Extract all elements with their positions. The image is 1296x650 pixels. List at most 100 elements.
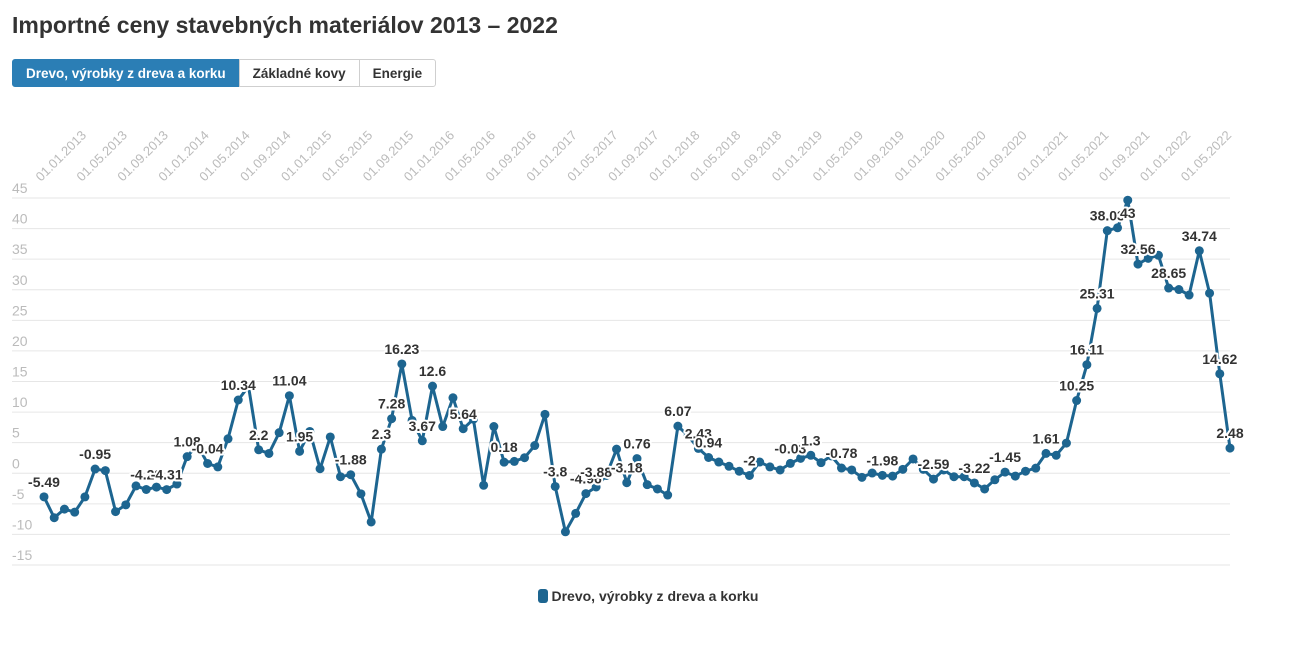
data-point[interactable] <box>274 428 284 438</box>
data-point[interactable] <box>755 457 765 467</box>
data-point[interactable] <box>121 500 131 510</box>
data-point[interactable] <box>213 462 223 472</box>
tab-drevo[interactable]: Drevo, výrobky z dreva a korku <box>12 59 240 87</box>
data-point[interactable] <box>1194 246 1204 256</box>
data-point[interactable] <box>877 470 887 480</box>
data-point[interactable] <box>243 381 253 391</box>
data-point[interactable] <box>70 507 80 517</box>
data-point[interactable] <box>939 465 949 475</box>
data-point[interactable] <box>479 480 489 490</box>
data-point[interactable] <box>816 458 826 468</box>
data-point[interactable] <box>203 458 213 468</box>
data-point[interactable] <box>1143 253 1153 263</box>
data-point[interactable] <box>888 471 898 481</box>
data-point[interactable] <box>346 470 356 480</box>
data-point[interactable] <box>387 414 397 424</box>
data-point[interactable] <box>918 464 928 474</box>
data-point[interactable] <box>765 462 775 472</box>
data-point[interactable] <box>1000 467 1010 477</box>
data-point[interactable] <box>509 456 519 466</box>
data-point[interactable] <box>744 470 754 480</box>
data-point[interactable] <box>264 448 274 458</box>
data-point[interactable] <box>1153 250 1163 260</box>
data-point[interactable] <box>192 440 202 450</box>
data-point[interactable] <box>438 422 448 432</box>
data-point[interactable] <box>39 492 49 502</box>
data-point[interactable] <box>356 489 366 499</box>
data-point[interactable] <box>693 443 703 453</box>
data-point[interactable] <box>642 480 652 490</box>
data-point[interactable] <box>233 395 243 405</box>
data-point[interactable] <box>591 482 601 492</box>
data-point[interactable] <box>172 479 182 489</box>
data-point[interactable] <box>949 472 959 482</box>
data-point[interactable] <box>980 484 990 494</box>
data-point[interactable] <box>325 432 335 442</box>
data-point[interactable] <box>80 492 90 502</box>
data-point[interactable] <box>1082 360 1092 370</box>
data-point[interactable] <box>724 461 734 471</box>
data-point[interactable] <box>1010 471 1020 481</box>
data-point[interactable] <box>959 472 969 482</box>
data-point[interactable] <box>990 475 1000 485</box>
data-point[interactable] <box>182 452 192 462</box>
data-point[interactable] <box>1072 396 1082 406</box>
data-point[interactable] <box>714 457 724 467</box>
data-point[interactable] <box>254 445 264 455</box>
data-point[interactable] <box>458 424 468 434</box>
data-point[interactable] <box>1113 223 1123 233</box>
data-point[interactable] <box>499 457 509 467</box>
data-point[interactable] <box>376 444 386 454</box>
data-point[interactable] <box>1123 195 1133 205</box>
data-point[interactable] <box>417 436 427 446</box>
data-point[interactable] <box>847 465 857 475</box>
data-point[interactable] <box>111 507 121 517</box>
data-point[interactable] <box>1051 450 1061 460</box>
data-point[interactable] <box>407 415 417 425</box>
data-point[interactable] <box>1174 285 1184 295</box>
data-point[interactable] <box>1205 288 1215 298</box>
data-point[interactable] <box>785 458 795 468</box>
data-point[interactable] <box>836 463 846 473</box>
data-point[interactable] <box>131 481 141 491</box>
data-point[interactable] <box>366 517 376 527</box>
data-point[interactable] <box>1164 283 1174 293</box>
data-point[interactable] <box>162 485 172 495</box>
data-point[interactable] <box>151 482 161 492</box>
data-point[interactable] <box>530 441 540 451</box>
data-point[interactable] <box>1041 448 1051 458</box>
data-point[interactable] <box>397 359 407 369</box>
data-point[interactable] <box>468 414 478 424</box>
data-point[interactable] <box>59 504 69 514</box>
data-point[interactable] <box>1031 463 1041 473</box>
data-point[interactable] <box>969 478 979 488</box>
data-point[interactable] <box>1061 438 1071 448</box>
data-point[interactable] <box>796 453 806 463</box>
data-point[interactable] <box>867 468 877 478</box>
data-point[interactable] <box>1225 443 1235 453</box>
data-point[interactable] <box>428 381 438 391</box>
data-point[interactable] <box>581 489 591 499</box>
data-point[interactable] <box>622 478 632 488</box>
data-point[interactable] <box>90 464 100 474</box>
data-point[interactable] <box>1102 226 1112 236</box>
data-point[interactable] <box>1092 303 1102 313</box>
data-point[interactable] <box>806 450 816 460</box>
data-point[interactable] <box>305 426 315 436</box>
tab-energie[interactable]: Energie <box>358 59 437 87</box>
data-point[interactable] <box>550 481 560 491</box>
data-point[interactable] <box>612 444 622 454</box>
data-point[interactable] <box>673 421 683 431</box>
data-point[interactable] <box>571 508 581 518</box>
data-point[interactable] <box>560 527 570 537</box>
data-point[interactable] <box>632 454 642 464</box>
data-point[interactable] <box>1184 290 1194 300</box>
data-point[interactable] <box>489 422 499 432</box>
data-point[interactable] <box>663 490 673 500</box>
data-point[interactable] <box>652 484 662 494</box>
data-point[interactable] <box>857 472 867 482</box>
data-point[interactable] <box>775 465 785 475</box>
data-point[interactable] <box>826 451 836 461</box>
data-point[interactable] <box>141 484 151 494</box>
data-point[interactable] <box>1021 466 1031 476</box>
